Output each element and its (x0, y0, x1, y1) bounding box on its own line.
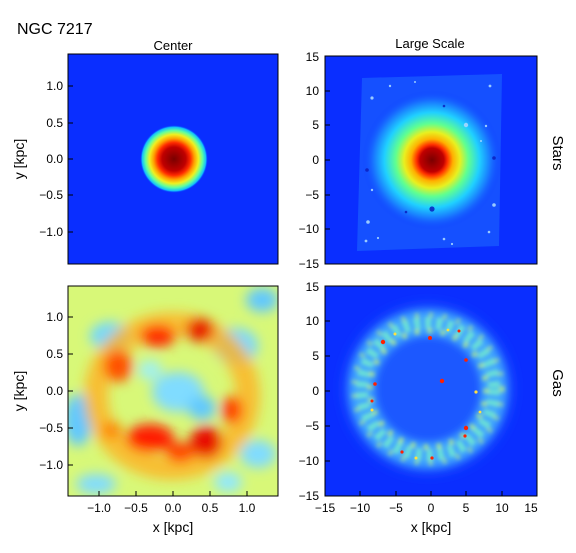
gas-center-xaxis: −1.0 −0.5 0.0 0.5 1.0 x [kpc] (87, 491, 256, 535)
column-title-center: Center (153, 38, 193, 53)
y-tick-label: 1.0 (46, 79, 63, 93)
y-tick-label: −0.5 (39, 421, 63, 435)
y-axis-label: y [kpc] (11, 139, 27, 179)
x-tick-label: 5 (463, 501, 470, 515)
y-tick-label: 0 (312, 153, 319, 167)
y-tick-label: −0.5 (39, 188, 63, 202)
panel-gas-center: 1.0 0.5 0.0 −0.5 −1.0 y [kpc] −1.0 −0.5 … (11, 285, 279, 535)
y-tick-label: 0.0 (46, 384, 63, 398)
x-tick-label: 10 (495, 501, 509, 515)
x-tick-label: −0.5 (124, 501, 148, 515)
column-title-large-scale: Large Scale (395, 36, 464, 51)
gas-large-image (325, 286, 537, 496)
y-tick-label: −10 (299, 222, 320, 236)
y-tick-label: −10 (299, 454, 320, 468)
row-label-stars: Stars (549, 135, 566, 170)
figure-title: NGC 7217 (17, 21, 93, 38)
gas-center-image (68, 286, 278, 496)
y-tick-label: 0.5 (46, 347, 63, 361)
x-tick-label: 0.5 (202, 501, 219, 515)
stars-large-image (325, 56, 537, 264)
x-tick-label: 0 (428, 501, 435, 515)
stars-center-yaxis: 1.0 0.5 0.0 −0.5 −1.0 y [kpc] (11, 79, 73, 239)
gas-large-yaxis: 15 10 5 0 −5 −10 −15 (299, 280, 330, 503)
y-tick-label: −1.0 (39, 225, 63, 239)
y-tick-label: 0 (312, 384, 319, 398)
y-tick-label: 5 (312, 118, 319, 132)
y-tick-label: −15 (299, 489, 320, 503)
panel-stars-large: 15 10 5 0 −5 −10 −15 (299, 50, 538, 271)
y-tick-label: 5 (312, 349, 319, 363)
x-tick-label: −5 (389, 501, 403, 515)
y-tick-label: 10 (306, 314, 320, 328)
y-tick-label: 15 (306, 280, 320, 294)
x-axis-label: x [kpc] (411, 519, 451, 535)
y-tick-label: 10 (306, 84, 320, 98)
y-tick-label: −5 (305, 419, 319, 433)
x-axis-label: x [kpc] (153, 519, 193, 535)
y-tick-label: 0.5 (46, 116, 63, 130)
y-tick-label: −5 (305, 188, 319, 202)
panel-stars-center: 1.0 0.5 0.0 −0.5 −1.0 y [kpc] (11, 53, 279, 265)
y-tick-label: −1.0 (39, 458, 63, 472)
y-axis-label: y [kpc] (11, 371, 27, 411)
stars-large-yaxis: 15 10 5 0 −5 −10 −15 (299, 50, 330, 271)
y-tick-label: 0.0 (46, 152, 63, 166)
y-tick-label: −15 (299, 257, 320, 271)
x-tick-label: 1.0 (239, 501, 256, 515)
row-label-gas: Gas (549, 369, 566, 397)
gas-large-xaxis: −15 −10 −5 0 5 10 15 x [kpc] (315, 491, 538, 535)
gas-center-yaxis: 1.0 0.5 0.0 −0.5 −1.0 y [kpc] (11, 310, 73, 472)
x-tick-label: −10 (350, 501, 371, 515)
x-tick-label: 15 (524, 501, 538, 515)
panel-gas-large: 15 10 5 0 −5 −10 −15 −15 −10 −5 0 5 10 1… (299, 280, 538, 535)
stars-center-image (68, 54, 278, 264)
x-tick-label: −1.0 (87, 501, 111, 515)
y-tick-label: 1.0 (46, 310, 63, 324)
x-tick-label: −15 (315, 501, 336, 515)
y-tick-label: 15 (306, 50, 320, 64)
x-tick-label: 0.0 (165, 501, 182, 515)
